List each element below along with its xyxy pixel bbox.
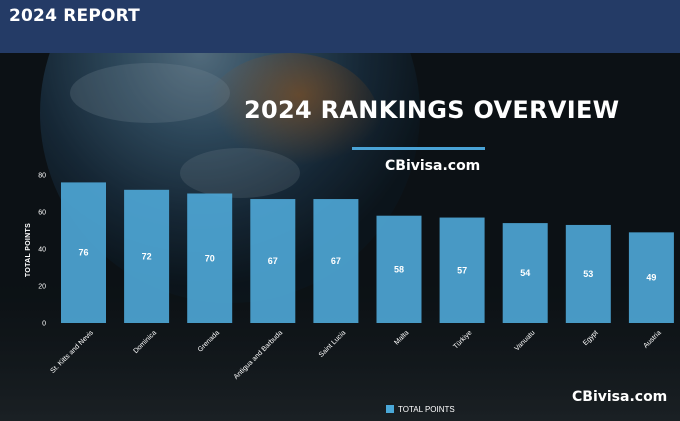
bar-value-label: 54 xyxy=(520,268,530,278)
bar[interactable] xyxy=(187,193,233,324)
chart-legend[interactable]: TOTAL POINTS xyxy=(386,403,455,415)
bar-value-label: 67 xyxy=(331,256,341,266)
y-axis-title: TOTAL POINTS xyxy=(25,223,32,277)
x-category-label: Malta xyxy=(393,329,410,346)
y-tick-label: 0 xyxy=(42,321,46,328)
bar-value-label: 70 xyxy=(205,253,215,263)
bar[interactable] xyxy=(565,224,611,323)
chart-title: 2024 RANKINGS OVERVIEW xyxy=(244,96,620,124)
bar-value-label: 49 xyxy=(646,273,656,283)
bar[interactable] xyxy=(502,223,548,323)
x-category-label: Saint Lucia xyxy=(318,329,348,359)
bar[interactable] xyxy=(376,215,422,323)
y-tick-label: 80 xyxy=(38,173,46,180)
bars: 76 72 70 67 67 58 57 54 53 49 xyxy=(61,182,674,323)
bar-value-label: 53 xyxy=(583,269,593,279)
y-axis: 0 20 40 60 80 xyxy=(38,173,46,328)
x-category-label: Türkiye xyxy=(452,329,473,350)
bar-value-label: 72 xyxy=(142,251,152,261)
bar[interactable] xyxy=(61,182,106,323)
x-category-label: Egypt xyxy=(582,329,600,347)
y-tick-label: 40 xyxy=(38,247,46,254)
x-category-label: St. Kitts and Nevis xyxy=(50,329,96,375)
x-category-label: Grenada xyxy=(197,329,221,353)
bar[interactable] xyxy=(439,217,485,323)
x-category-label: Dominica xyxy=(132,329,158,355)
watermark-text: CBivisa.com xyxy=(572,389,668,405)
x-category-label: Antigua and Barbuda xyxy=(233,329,285,381)
bar-value-label: 58 xyxy=(394,264,404,274)
bar[interactable] xyxy=(124,189,170,323)
chart-subtitle: CBivisa.com xyxy=(385,158,481,174)
bar-value-label: 57 xyxy=(457,265,467,275)
bar-value-label: 76 xyxy=(78,248,88,258)
legend-swatch xyxy=(386,405,394,413)
bar-value-label: 67 xyxy=(268,256,278,266)
y-tick-label: 60 xyxy=(38,210,46,217)
legend-label: TOTAL POINTS xyxy=(398,404,455,414)
bar[interactable] xyxy=(628,232,674,323)
category-labels: St. Kitts and Nevis Dominica Grenada Antigu… xyxy=(50,329,663,381)
x-category-label: Austria xyxy=(642,329,662,349)
report-title: 2024 REPORT xyxy=(9,6,140,26)
title-underline xyxy=(352,147,485,150)
bar[interactable] xyxy=(313,199,359,323)
y-tick-label: 20 xyxy=(38,284,46,291)
x-category-label: Vanuatu xyxy=(514,329,537,352)
bar[interactable] xyxy=(250,199,296,323)
report-header: 2024 REPORT xyxy=(0,0,680,53)
